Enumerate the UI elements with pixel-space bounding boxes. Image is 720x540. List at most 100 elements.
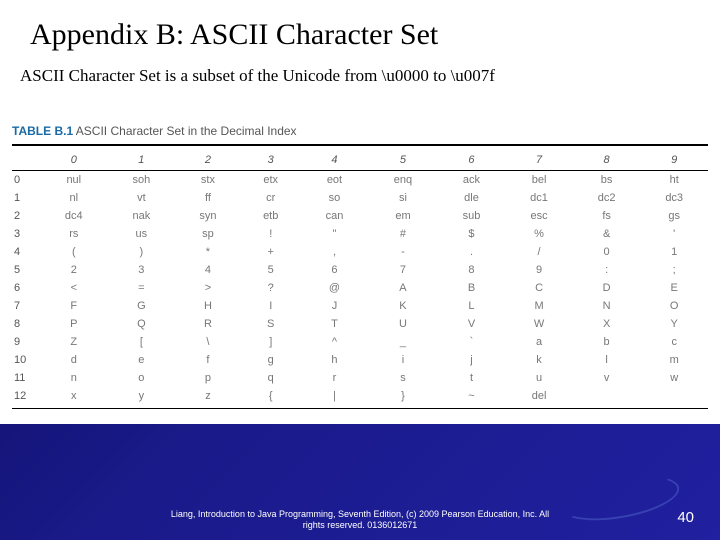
table-cell: S xyxy=(241,315,301,333)
table-cell: esc xyxy=(505,207,573,225)
table-cell: C xyxy=(505,279,573,297)
table-cell: ack xyxy=(438,171,506,190)
table-cell: w xyxy=(640,369,708,387)
table-cell: ^ xyxy=(301,333,369,351)
table-cell: rs xyxy=(40,225,108,243)
row-header: 12 xyxy=(12,387,40,408)
col-header: 1 xyxy=(108,150,176,171)
row-header: 6 xyxy=(12,279,40,297)
table-cell: del xyxy=(505,387,573,408)
col-header: 9 xyxy=(640,150,708,171)
table-cell: o xyxy=(108,369,176,387)
table-cell: % xyxy=(505,225,573,243)
table-cell: z xyxy=(175,387,241,408)
col-header: 8 xyxy=(573,150,641,171)
col-header: 2 xyxy=(175,150,241,171)
table-row: 1nlvtffcrsosidledc1dc2dc3 xyxy=(12,189,708,207)
table-cell: 8 xyxy=(438,261,506,279)
table-cell: can xyxy=(301,207,369,225)
table-row: 4()*+,-./01 xyxy=(12,243,708,261)
table-cell: L xyxy=(438,297,506,315)
table-cell: b xyxy=(573,333,641,351)
table-cell: i xyxy=(368,351,437,369)
table-cell: dc2 xyxy=(573,189,641,207)
row-header: 2 xyxy=(12,207,40,225)
table-cell: e xyxy=(108,351,176,369)
table-cell: k xyxy=(505,351,573,369)
table-cell: nl xyxy=(40,189,108,207)
col-header: 4 xyxy=(301,150,369,171)
table-cell: 9 xyxy=(505,261,573,279)
table-cell: etx xyxy=(241,171,301,190)
table-cell: = xyxy=(108,279,176,297)
col-header: 7 xyxy=(505,150,573,171)
table-cell: N xyxy=(573,297,641,315)
table-cell: soh xyxy=(108,171,176,190)
row-header: 10 xyxy=(12,351,40,369)
table-cell: f xyxy=(175,351,241,369)
footer-line-2: rights reserved. 0136012671 xyxy=(303,520,418,530)
row-header: 5 xyxy=(12,261,40,279)
table-cell: ? xyxy=(241,279,301,297)
table-cell: E xyxy=(640,279,708,297)
table-row: 523456789:; xyxy=(12,261,708,279)
table-cell: G xyxy=(108,297,176,315)
row-header: 0 xyxy=(12,171,40,190)
table-cell: ] xyxy=(241,333,301,351)
table-cell: V xyxy=(438,315,506,333)
table-cell: D xyxy=(573,279,641,297)
table-row: 2dc4naksynetbcanemsubescfsgs xyxy=(12,207,708,225)
table-cell: j xyxy=(438,351,506,369)
table-cell xyxy=(640,387,708,408)
table-row: 9Z[\]^_`abc xyxy=(12,333,708,351)
footer-copyright: Liang, Introduction to Java Programming,… xyxy=(0,509,720,532)
slide-subtitle: ASCII Character Set is a subset of the U… xyxy=(0,60,720,116)
table-cell: X xyxy=(573,315,641,333)
table-cell: Z xyxy=(40,333,108,351)
table-cell: I xyxy=(241,297,301,315)
table-cell: A xyxy=(368,279,437,297)
table-cell: fs xyxy=(573,207,641,225)
table-cell xyxy=(573,387,641,408)
table-row: 10defghijklm xyxy=(12,351,708,369)
table-cell: nak xyxy=(108,207,176,225)
table-caption-text: ASCII Character Set in the Decimal Index xyxy=(76,124,297,138)
table-cell: dle xyxy=(438,189,506,207)
table-row: 0nulsohstxetxeotenqackbelbsht xyxy=(12,171,708,190)
table-cell: stx xyxy=(175,171,241,190)
table-cell: [ xyxy=(108,333,176,351)
table-cell: R xyxy=(175,315,241,333)
table-cell: : xyxy=(573,261,641,279)
table-cell: Y xyxy=(640,315,708,333)
table-cell: q xyxy=(241,369,301,387)
table-cell: y xyxy=(108,387,176,408)
col-header: 5 xyxy=(368,150,437,171)
table-cell: > xyxy=(175,279,241,297)
table-cell: ' xyxy=(640,225,708,243)
table-cell: J xyxy=(301,297,369,315)
table-row: 6<=>?@ABCDE xyxy=(12,279,708,297)
slide-title: Appendix B: ASCII Character Set xyxy=(0,0,720,60)
table-cell: < xyxy=(40,279,108,297)
table-cell: * xyxy=(175,243,241,261)
table-cell: t xyxy=(438,369,506,387)
table-cell: + xyxy=(241,243,301,261)
table-cell: dc1 xyxy=(505,189,573,207)
row-header: 3 xyxy=(12,225,40,243)
table-cell: sub xyxy=(438,207,506,225)
table-cell: em xyxy=(368,207,437,225)
table-bottom-rule xyxy=(12,408,708,410)
table-cell: bel xyxy=(505,171,573,190)
table-cell: ) xyxy=(108,243,176,261)
table-cell: M xyxy=(505,297,573,315)
table-cell: T xyxy=(301,315,369,333)
table-cell: 1 xyxy=(640,243,708,261)
table-cell: r xyxy=(301,369,369,387)
row-header: 11 xyxy=(12,369,40,387)
table-row: 3rsussp!"#$%&' xyxy=(12,225,708,243)
table-cell: v xyxy=(573,369,641,387)
table-row: 12xyz{|}~del xyxy=(12,387,708,408)
table-row: 8PQRSTUVWXY xyxy=(12,315,708,333)
table-cell: m xyxy=(640,351,708,369)
table-cell: U xyxy=(368,315,437,333)
